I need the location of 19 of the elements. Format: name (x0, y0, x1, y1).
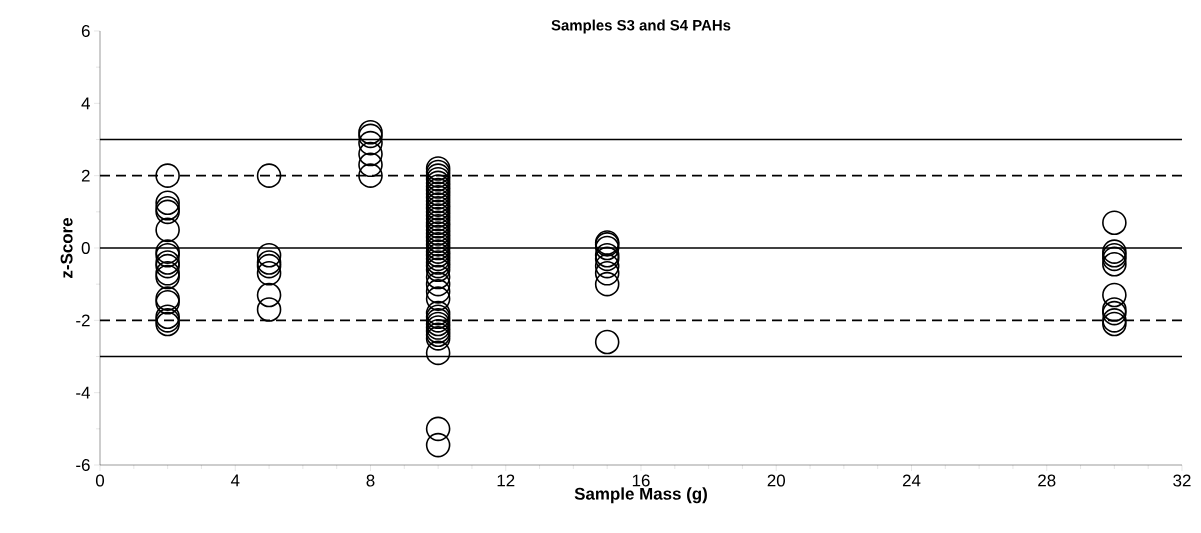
x-tick-label: 20 (767, 474, 786, 487)
y-tick-label: -2 (76, 314, 90, 327)
y-tick-label: -4 (76, 386, 90, 399)
x-tick-label: 0 (95, 474, 105, 487)
chart-title: Samples S3 and S4 PAHs (551, 19, 731, 34)
x-tick-label: 4 (230, 474, 240, 487)
x-axis-title: Sample Mass (g) (574, 487, 707, 504)
y-tick-label: 0 (81, 242, 90, 254)
y-tick-label: 2 (81, 169, 90, 182)
y-tick-label: 4 (81, 97, 90, 110)
x-tick-label: 8 (366, 474, 375, 487)
y-tick-label: -6 (76, 459, 90, 471)
x-tick-label: 32 (1173, 474, 1191, 487)
x-tick-label: 28 (1038, 474, 1056, 487)
y-axis-title: z-Score (60, 217, 73, 278)
x-tick-label: 12 (497, 474, 515, 487)
x-tick-label: 16 (632, 474, 650, 487)
x-tick-label: 24 (902, 474, 921, 487)
y-tick-label: 6 (81, 25, 90, 37)
